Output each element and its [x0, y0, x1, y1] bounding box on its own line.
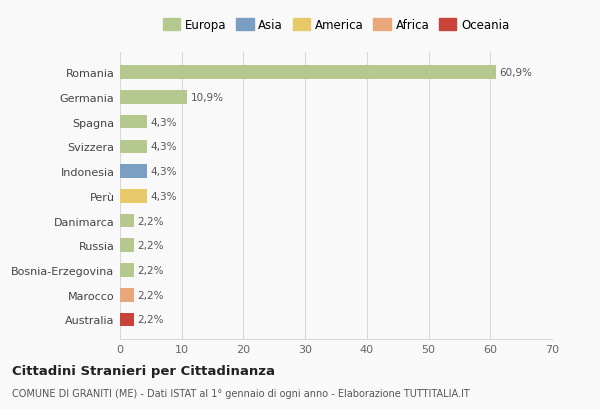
Bar: [120, 263, 134, 277]
Bar: [120, 313, 134, 326]
Text: 2,2%: 2,2%: [137, 240, 164, 251]
Text: 2,2%: 2,2%: [137, 216, 164, 226]
Text: 2,2%: 2,2%: [137, 315, 164, 325]
Text: 4,3%: 4,3%: [150, 191, 177, 201]
Bar: [120, 189, 146, 203]
Text: Cittadini Stranieri per Cittadinanza: Cittadini Stranieri per Cittadinanza: [12, 364, 275, 377]
Bar: [120, 288, 134, 302]
Bar: [120, 214, 134, 228]
Bar: [120, 115, 146, 129]
Text: 4,3%: 4,3%: [150, 166, 177, 177]
Bar: [120, 91, 187, 104]
Text: 2,2%: 2,2%: [137, 265, 164, 275]
Text: 2,2%: 2,2%: [137, 290, 164, 300]
Bar: [120, 239, 134, 252]
Text: 4,3%: 4,3%: [150, 142, 177, 152]
Bar: [120, 140, 146, 154]
Text: COMUNE DI GRANITI (ME) - Dati ISTAT al 1° gennaio di ogni anno - Elaborazione TU: COMUNE DI GRANITI (ME) - Dati ISTAT al 1…: [12, 389, 470, 398]
Legend: Europa, Asia, America, Africa, Oceania: Europa, Asia, America, Africa, Oceania: [159, 16, 513, 36]
Text: 10,9%: 10,9%: [191, 93, 224, 103]
Bar: [120, 165, 146, 178]
Text: 60,9%: 60,9%: [500, 68, 533, 78]
Bar: [120, 66, 496, 80]
Text: 4,3%: 4,3%: [150, 117, 177, 127]
